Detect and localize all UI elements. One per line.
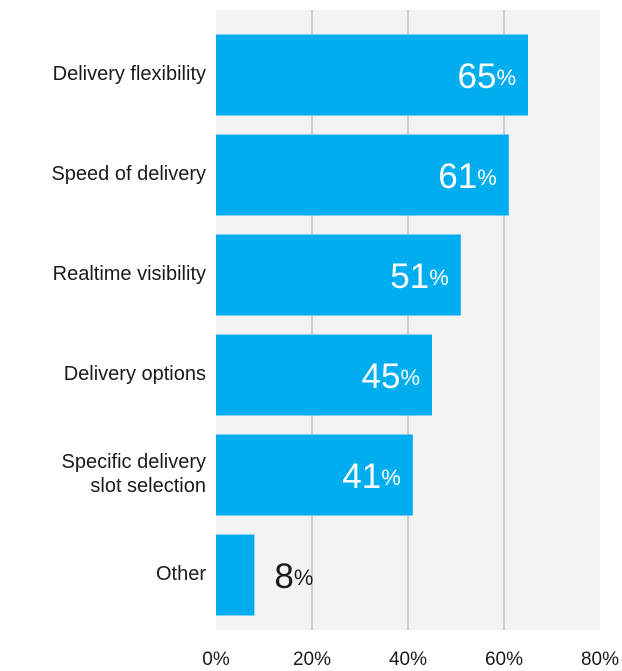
value-label-unit: % [294, 565, 314, 590]
value-label-number: 8 [274, 557, 293, 596]
value-label-number: 51 [390, 257, 429, 296]
bar [216, 234, 461, 316]
x-tick-label: 0% [202, 649, 230, 670]
value-label-number: 45 [362, 357, 401, 396]
value-label: 8% [274, 557, 313, 596]
bar [216, 434, 413, 516]
value-label: 65% [458, 57, 517, 96]
value-label: 51% [390, 257, 449, 296]
bar [216, 134, 509, 216]
y-tick-label: Delivery options [64, 363, 206, 385]
value-label-number: 41 [342, 457, 381, 496]
y-tick-label-line: Specific delivery [61, 451, 206, 473]
y-tick-label-line: Speed of delivery [51, 163, 206, 185]
bar [216, 534, 255, 616]
value-label-unit: % [429, 265, 449, 290]
value-label-unit: % [477, 165, 497, 190]
x-tick-label: 80% [581, 649, 619, 670]
value-label-number: 65 [458, 57, 497, 96]
value-label-unit: % [400, 365, 420, 390]
y-tick-label-line: Delivery options [64, 363, 206, 385]
y-tick-label: Realtime visibility [53, 263, 206, 285]
bar [216, 34, 528, 116]
x-tick-label: 40% [389, 649, 427, 670]
value-label-unit: % [381, 465, 401, 490]
value-label: 61% [438, 157, 497, 196]
y-tick-label-line: slot selection [90, 475, 206, 497]
y-tick-label: Delivery flexibility [53, 63, 206, 85]
x-tick-label: 60% [485, 649, 523, 670]
value-label: 41% [342, 457, 401, 496]
bar [216, 334, 432, 416]
y-tick-label: Other [156, 563, 206, 585]
y-tick-label: Specific delivery slot selection [61, 451, 206, 497]
value-label-unit: % [496, 65, 516, 90]
value-label: 45% [362, 357, 421, 396]
y-tick-label-line: Realtime visibility [53, 263, 206, 285]
y-tick-label-line: Delivery flexibility [53, 63, 206, 85]
y-tick-label-line: Other [156, 563, 206, 585]
value-label-number: 61 [438, 157, 477, 196]
y-tick-label: Speed of delivery [51, 163, 206, 185]
x-tick-label: 20% [293, 649, 331, 670]
